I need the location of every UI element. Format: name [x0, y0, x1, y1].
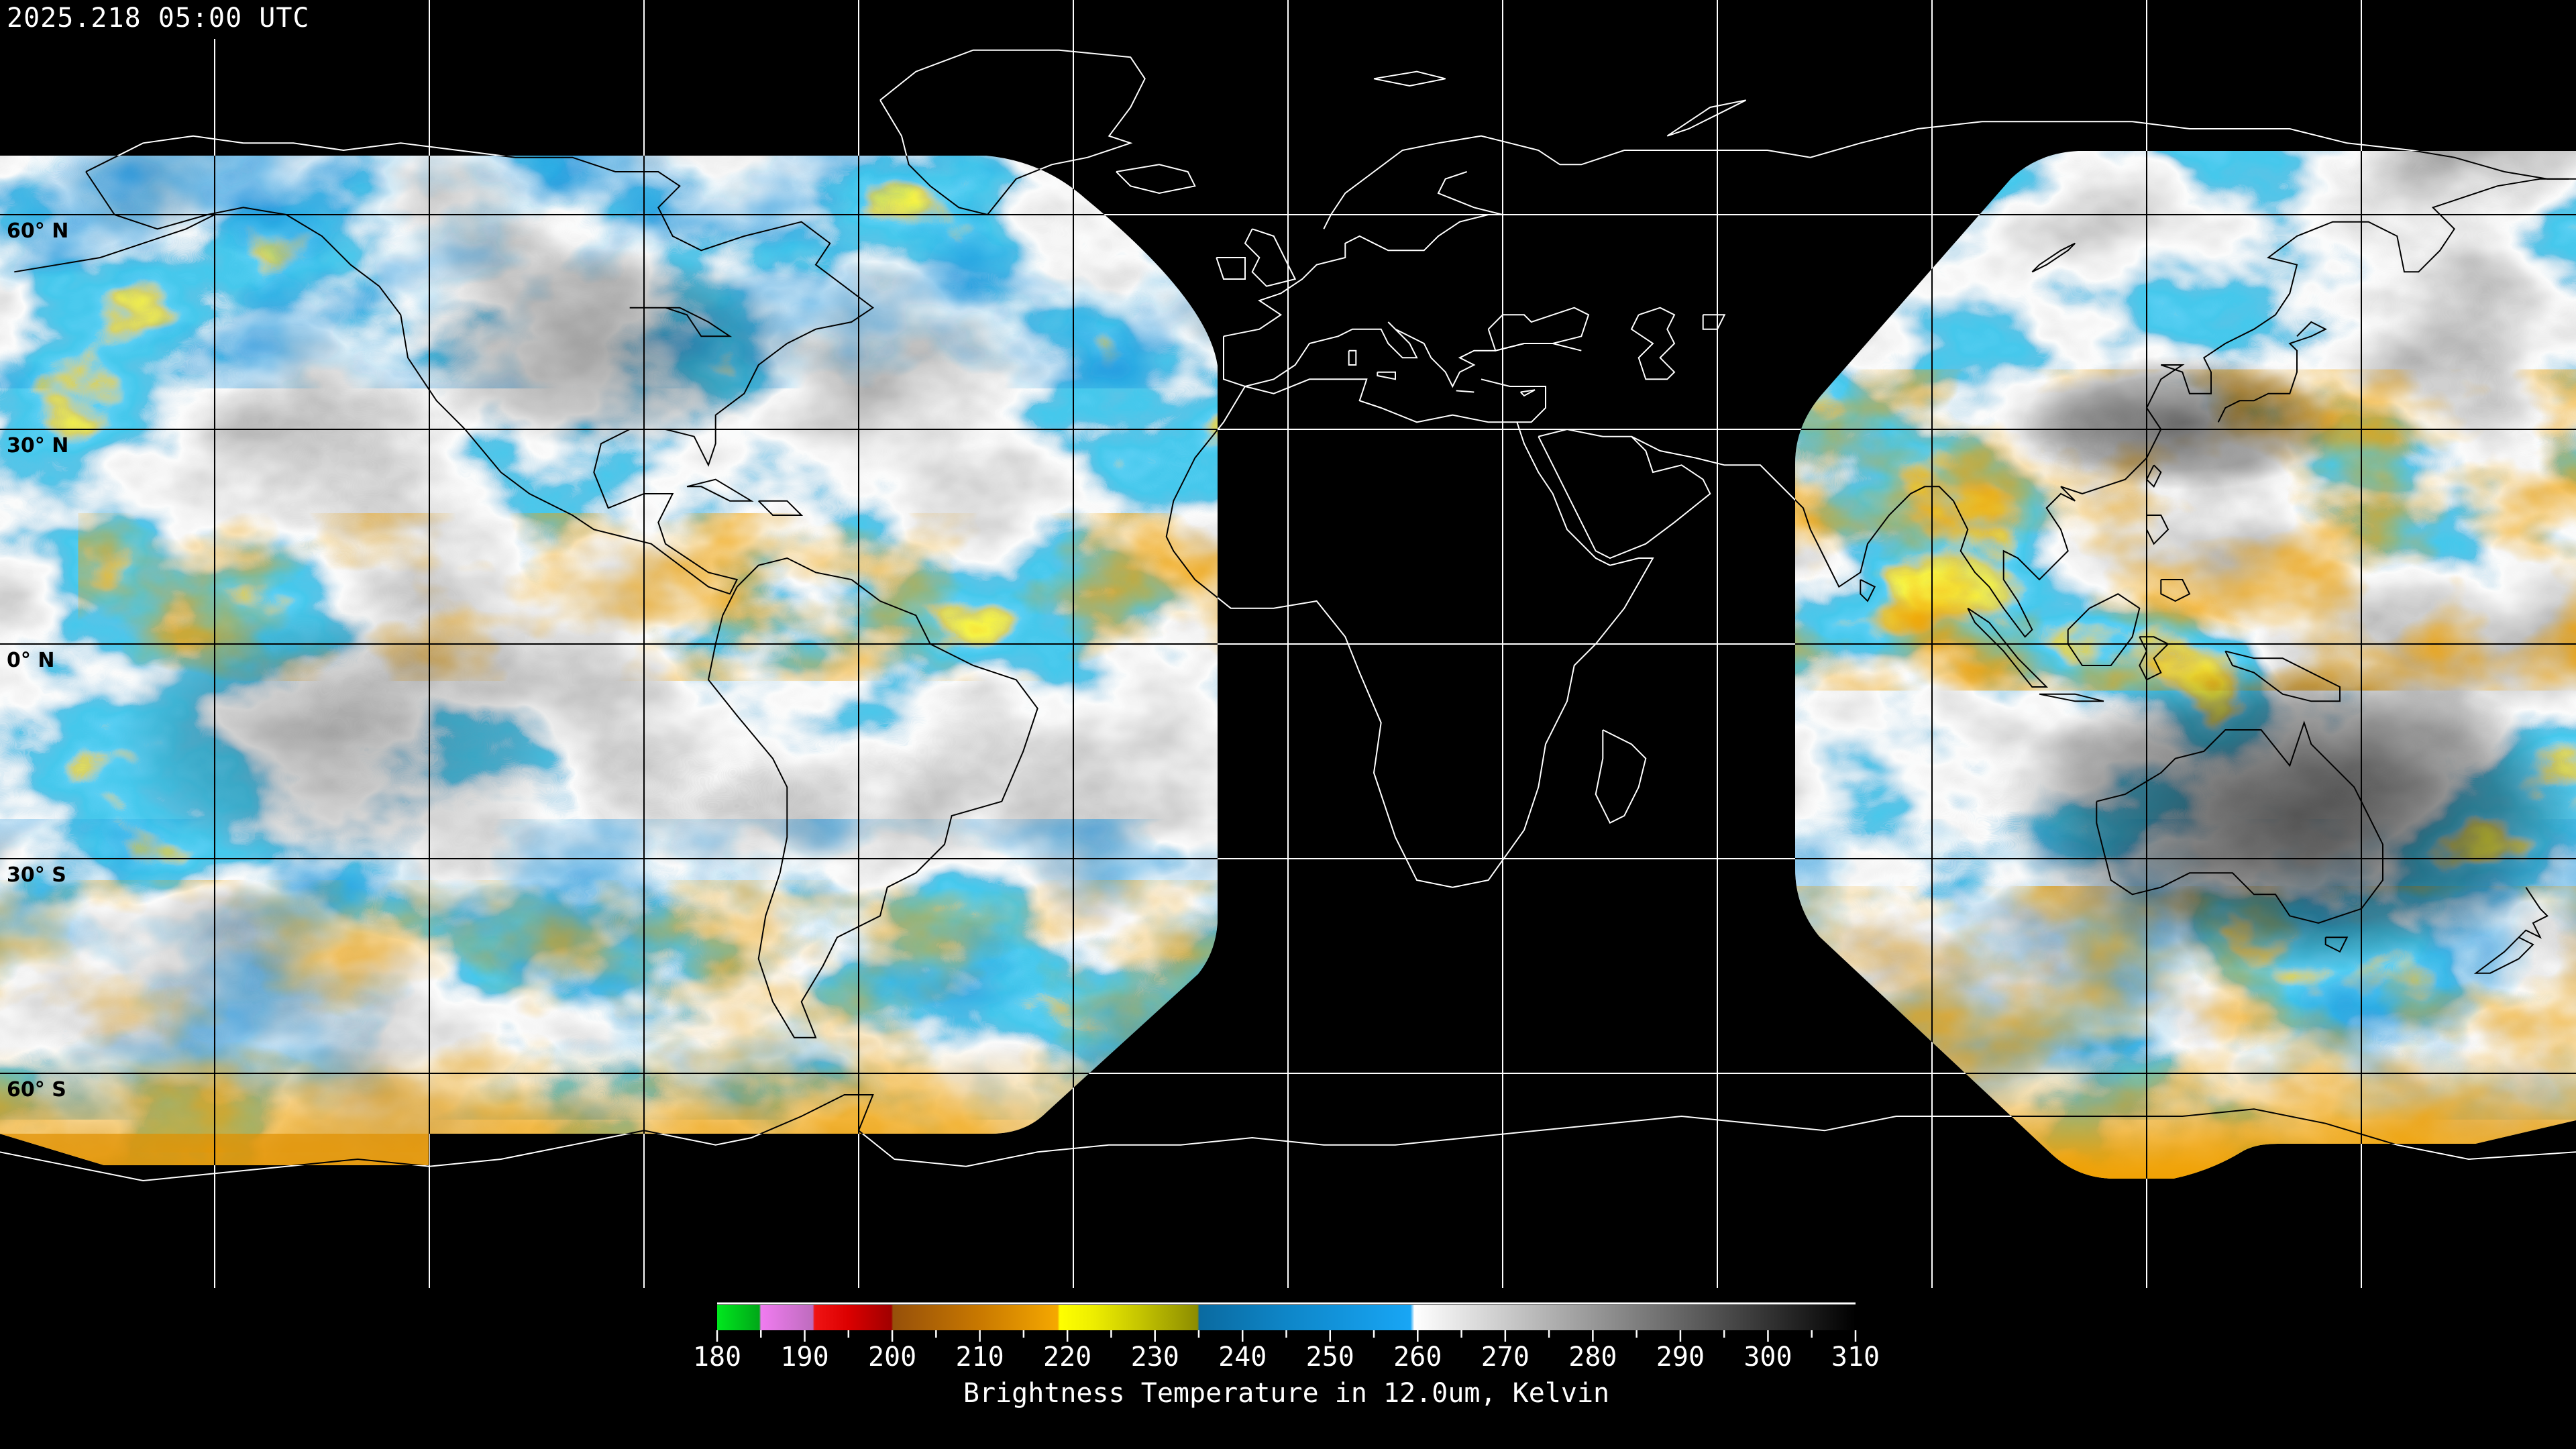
- coastline: [1373, 70, 1446, 87]
- latitude-label: 30° N: [7, 434, 68, 458]
- coastline: [2039, 693, 2104, 702]
- colorbar-tick-label: 220: [1043, 1342, 1091, 1373]
- coastline: [1323, 121, 2576, 229]
- coastline: [1481, 378, 1546, 423]
- colorbar-tick-label: 230: [1131, 1342, 1179, 1373]
- coastline: [1702, 314, 1726, 330]
- coastline: [85, 151, 875, 595]
- coastline: [879, 151, 1146, 216]
- coastline: [1223, 321, 1582, 388]
- coastline: [1223, 171, 1503, 337]
- latitude-label: 60° N: [7, 219, 68, 243]
- colorbar-tick-label: 180: [693, 1342, 741, 1373]
- coastline: [707, 557, 1038, 1038]
- hot-surface-patch-australia: [1999, 657, 2576, 973]
- coastline: [629, 307, 733, 337]
- coastline: [1967, 607, 2049, 688]
- coastline: [2146, 515, 2169, 545]
- coastline: [1666, 99, 1747, 137]
- colorbar-tick-label: 280: [1568, 1342, 1617, 1373]
- colorbar-tick-label: 190: [780, 1342, 828, 1373]
- coastline: [1630, 307, 1676, 380]
- coastline: [2473, 887, 2548, 974]
- coastline: [14, 214, 215, 273]
- timestamp: 2025.218 05:00 UTC: [0, 0, 321, 39]
- hot-surface-patch: [2023, 356, 2345, 490]
- colorbar-tick-label: 270: [1481, 1342, 1529, 1373]
- coastline: [2031, 242, 2076, 273]
- coastline: [1538, 428, 1711, 559]
- coastline: [2224, 650, 2341, 702]
- coastline: [1165, 378, 1654, 888]
- latitude-label: 0° N: [7, 649, 54, 672]
- latitude-label: 60° S: [7, 1078, 66, 1102]
- colorbar-tick-label: 310: [1831, 1342, 1880, 1373]
- coastline: [2145, 464, 2162, 488]
- colorbar-tick-label: 250: [1306, 1342, 1354, 1373]
- colorbar-title: Brightness Temperature in 12.0um, Kelvin: [963, 1378, 1610, 1409]
- coastline: [1456, 390, 1474, 393]
- coastline: [686, 478, 754, 502]
- colorbar: 180 190 200 210 220 230 240 250 260 270 280 290 300 3…: [693, 1302, 1880, 1373]
- coastline: [1244, 228, 1297, 287]
- coastline: [757, 500, 804, 516]
- colorbar-tick-label: 240: [1218, 1342, 1267, 1373]
- coastline: [1595, 729, 1647, 824]
- coastline: [1377, 371, 1396, 380]
- coastline: [2139, 636, 2169, 681]
- coastline: [2067, 593, 2141, 666]
- colorbar-tick-label: 260: [1393, 1342, 1442, 1373]
- coastline: [1348, 350, 1357, 366]
- colorbar-tick-label: 290: [1656, 1342, 1705, 1373]
- colorbar-tick-label: 300: [1743, 1342, 1792, 1373]
- coastline: [2217, 321, 2327, 423]
- coastline: [2324, 936, 2349, 953]
- colorbar-tick-label: 210: [955, 1342, 1004, 1373]
- dark-region: [402, 248, 805, 449]
- coastline: [2096, 720, 2383, 924]
- colorbar-gradient: [717, 1305, 1856, 1330]
- colorbar-tick-label: 200: [868, 1342, 916, 1373]
- coastline: [1519, 389, 1536, 397]
- coastline: [1860, 579, 1876, 602]
- coastline: [2160, 579, 2191, 602]
- coastline: [1631, 435, 1768, 473]
- coastline: [1766, 178, 2569, 638]
- latitude-label: 30° S: [7, 863, 66, 887]
- coastline: [1216, 257, 1246, 280]
- coastline: [1487, 307, 1590, 352]
- dark-region: [114, 604, 584, 872]
- coastline: [1116, 164, 1196, 195]
